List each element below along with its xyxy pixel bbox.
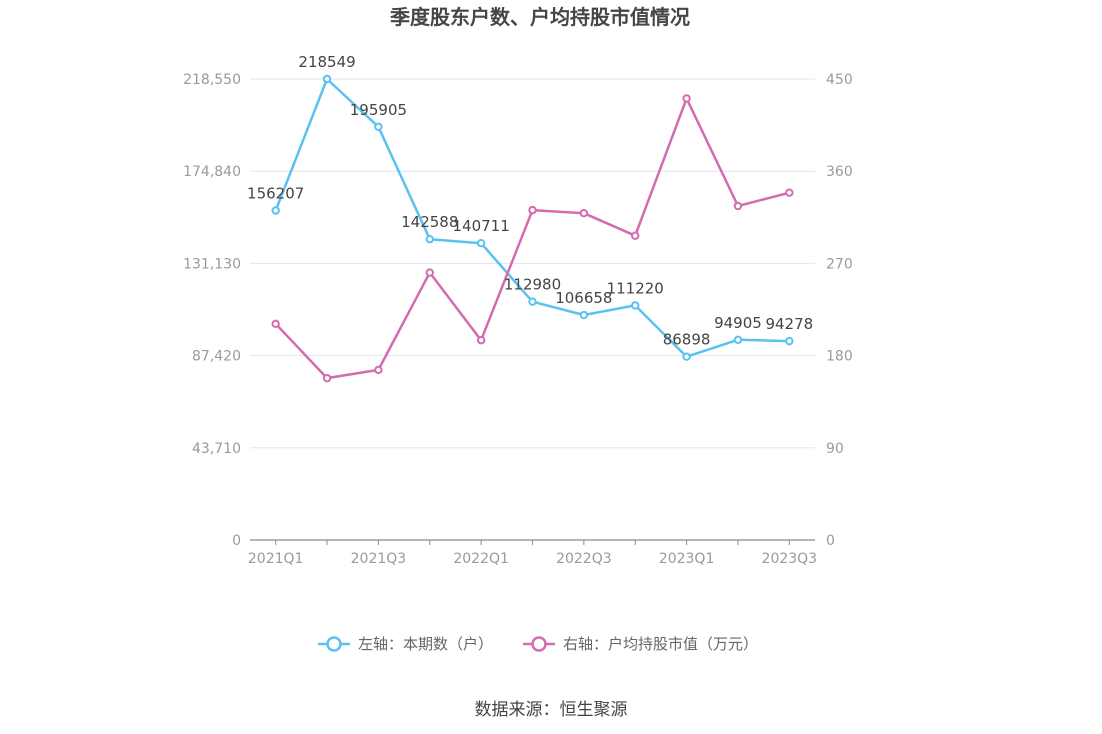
- data-point: [476, 238, 486, 248]
- left-axis-tick-label: 174,840: [183, 164, 241, 180]
- data-label: 111220: [607, 279, 664, 297]
- x-axis-tick-label: 2023Q1: [659, 551, 715, 567]
- data-point: [476, 336, 486, 345]
- data-point: [579, 310, 589, 320]
- data-point: [733, 201, 743, 211]
- data-point: [374, 365, 383, 375]
- right-axis-tick-label: 180: [826, 349, 853, 365]
- series: [271, 74, 794, 383]
- data-point: [271, 319, 280, 329]
- data-point: [425, 235, 434, 244]
- data-point: [733, 335, 743, 345]
- legend-marker: [326, 636, 342, 652]
- data-point: [631, 301, 640, 310]
- data-label: 156207: [247, 185, 304, 203]
- x-axis-tick-label: 2022Q3: [556, 551, 612, 567]
- data-label: 112980: [504, 276, 561, 294]
- grid: [250, 78, 815, 449]
- data-point: [322, 373, 332, 383]
- data-label: 218549: [298, 53, 355, 71]
- data-point: [785, 336, 794, 346]
- right-axis-tick-label: 450: [826, 72, 853, 88]
- axes: 0 43,710 87,420 131,130 174,840 218,550 0 90 180…: [183, 72, 853, 567]
- x-axis-tick-label: 2023Q3: [762, 551, 818, 567]
- right-axis-tick-label: 0: [826, 533, 835, 549]
- data-label: 140711: [453, 217, 510, 235]
- data-point: [322, 74, 332, 84]
- series-line: [274, 97, 790, 380]
- data-point: [785, 188, 794, 197]
- data-point: [631, 231, 640, 240]
- x-axis-tick-label: 2021Q3: [351, 551, 407, 567]
- data-point: [528, 205, 537, 215]
- right-axis-tick-label: 90: [826, 441, 844, 457]
- chart-title: 季度股东户数、户均持股市值情况: [389, 5, 690, 29]
- left-axis-tick-label: 43,710: [192, 441, 241, 457]
- source-note: 数据来源：恒生聚源: [475, 700, 628, 720]
- data-label: 86898: [663, 331, 711, 349]
- data-point: [271, 206, 280, 215]
- data-label: 106658: [555, 289, 612, 307]
- data-label: 94278: [765, 315, 813, 333]
- legend-label: 右轴：户均持股市值（万元）: [563, 635, 758, 653]
- x-axis-tick-label: 2021Q1: [248, 551, 304, 567]
- left-axis-tick-label: 131,130: [183, 256, 241, 272]
- data-point: [682, 352, 691, 361]
- legend: 左轴：本期数（户） 右轴：户均持股市值（万元）: [318, 635, 758, 653]
- right-axis-tick-label: 270: [826, 256, 853, 272]
- data-point: [374, 122, 383, 131]
- left-axis-tick-label: 87,420: [192, 349, 241, 365]
- data-point: [682, 94, 691, 103]
- data-point: [528, 297, 537, 306]
- data-label: 142588: [401, 213, 458, 231]
- series-line: [274, 77, 790, 358]
- left-axis-tick-label: 0: [232, 533, 241, 549]
- data-label: 94905: [714, 314, 762, 332]
- data-point: [579, 209, 589, 218]
- legend-label: 左轴：本期数（户）: [358, 635, 493, 653]
- legend-marker: [531, 636, 547, 652]
- left-axis-tick-label: 218,550: [183, 72, 241, 88]
- right-axis-tick-label: 360: [826, 164, 853, 180]
- data-point: [425, 268, 434, 277]
- x-axis-tick-label: 2022Q1: [453, 551, 509, 567]
- data-label: 195905: [350, 101, 407, 119]
